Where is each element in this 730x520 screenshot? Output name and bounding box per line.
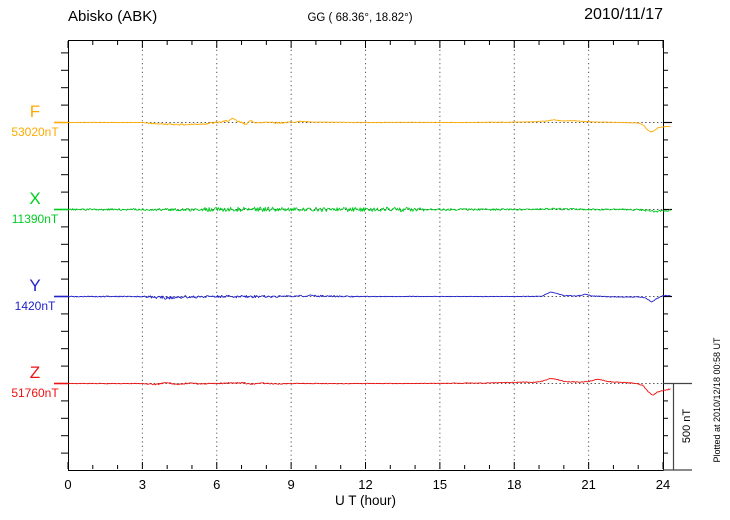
component-label-X: X 11390nT [6,189,64,226]
series-baseline-value-Y: 1420nT [14,298,56,313]
x-tick-label: 12 [358,477,372,492]
series-name-Z: Z [29,362,41,382]
trace-Z [67,377,671,396]
component-label-Z: Z 51760nT [6,363,64,400]
plot-frame [68,40,664,471]
station-coordinates: GG ( 68.36°, 18.82°) [307,12,413,24]
x-tick-label: 24 [656,477,670,492]
x-tick-label: 15 [433,477,447,492]
plot-date: 2010/11/17 [584,6,663,23]
series-name-X: X [29,188,41,208]
series-name-F: F [29,101,41,121]
series-name-Y: Y [29,275,41,295]
x-tick-label: 9 [288,477,295,492]
scale-bar-label: 500 nT [681,408,693,444]
trace-X [67,206,671,213]
x-tick-label: 6 [213,477,220,492]
series-baseline-value-Z: 51760nT [11,385,59,400]
series-baseline-value-X: 11390nT [11,211,59,226]
component-label-F: F 53020nT [6,102,64,139]
station-title: Abisko (ABK) [68,8,158,25]
x-tick-label: 0 [64,477,71,492]
x-tick-label: 3 [139,477,146,492]
x-axis-label: U T (hour) [335,493,396,508]
trace-Y [67,291,671,303]
x-tick-label: 21 [581,477,595,492]
x-tick-label: 18 [507,477,521,492]
component-label-Y: Y 1420nT [6,276,64,313]
series-baseline-value-F: 53020nT [11,124,59,139]
plotted-at-note: Plotted at 2010/12/18 00:58 UT [712,337,722,463]
trace-F [67,117,671,133]
